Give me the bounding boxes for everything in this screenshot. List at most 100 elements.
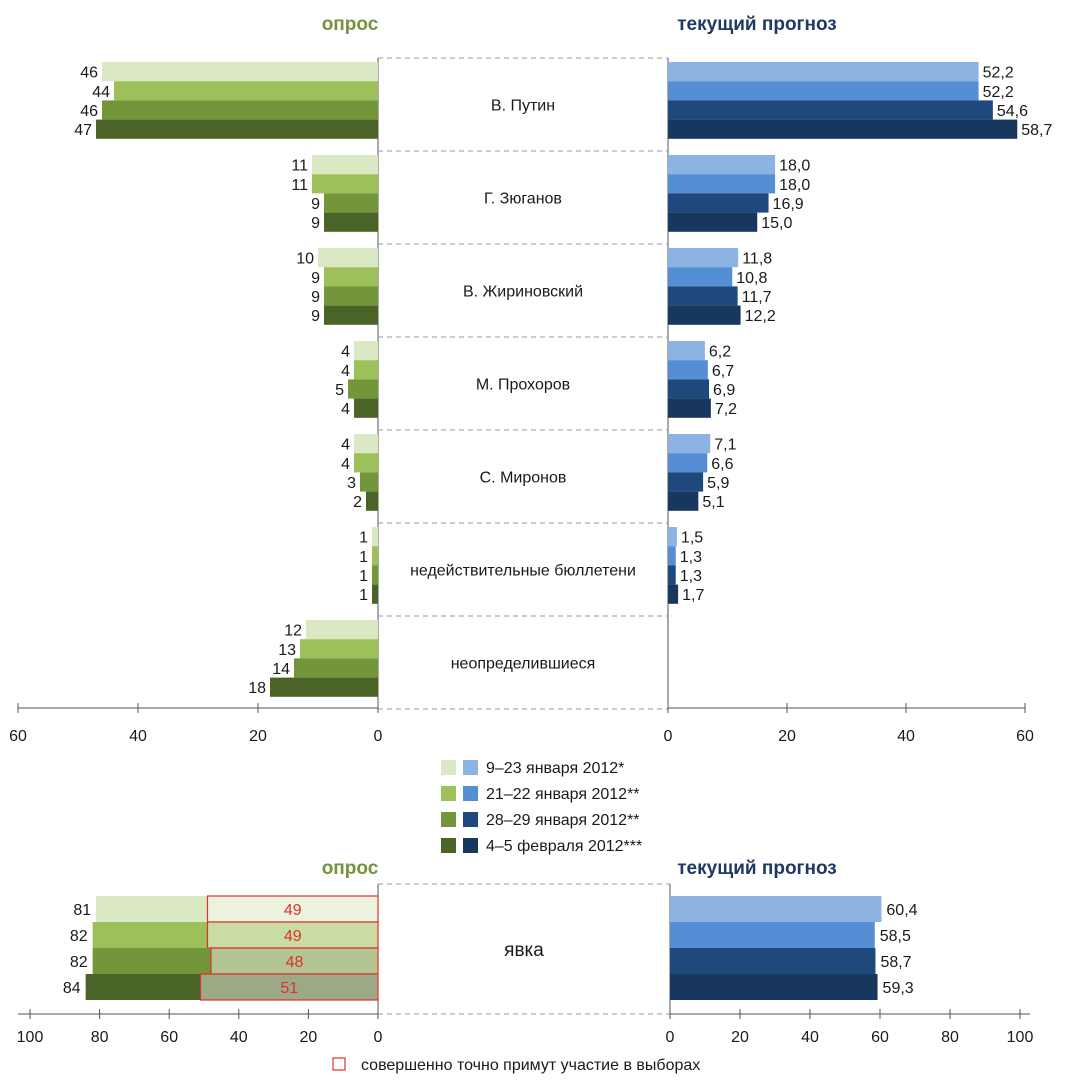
turnout-definitely-label: 51 [280,980,298,997]
forecast-bar [668,379,710,399]
survey-bar [324,212,378,232]
survey-x-tick-label: 60 [9,728,27,745]
forecast-bar-label: 52,2 [983,65,1014,82]
forecast-bar [668,472,704,492]
survey-bar-label: 47 [74,122,92,139]
survey-header-top: опрос [322,14,379,35]
category-label: В. Жириновский [463,284,583,301]
survey-bar-label: 3 [347,475,356,492]
survey-bar [354,453,378,473]
forecast-bar [668,584,679,604]
survey-bar-label: 10 [296,251,314,268]
forecast-x-tick-label: 40 [897,728,915,745]
survey-bar [96,119,378,139]
forecast-bar-label: 1,5 [681,530,703,547]
survey-bar-label: 1 [359,549,368,566]
survey-bar [372,546,378,566]
forecast-bar [668,491,699,511]
forecast-bar [668,267,733,287]
turnout-survey-bar [92,948,378,974]
category-label: Г. Зюганов [484,191,562,208]
forecast-bar-label: 1,7 [682,587,704,604]
survey-bar-label: 4 [341,401,350,418]
forecast-header-bottom: текущий прогноз [677,858,837,879]
turnout-survey-bar-label: 82 [70,954,88,971]
survey-x-tick-label: 40 [129,728,147,745]
legend-swatch-survey [441,786,456,801]
survey-bar [312,155,378,175]
forecast-bar [668,565,676,585]
forecast-bar-label: 1,3 [680,549,702,566]
forecast-bar [668,434,711,454]
turnout-forecast-tick-label: 0 [666,1029,675,1046]
forecast-bar [668,81,979,101]
forecast-bar [668,155,776,175]
turnout-survey-bar [85,974,379,1000]
survey-bar [354,398,378,418]
category-label: неопределившиеся [451,656,596,673]
turnout-forecast-tick-label: 80 [941,1029,959,1046]
category-label: недействительные бюллетени [410,563,636,580]
survey-bar-label: 9 [311,308,320,325]
forecast-bar-label: 52,2 [983,84,1014,101]
forecast-bar-label: 7,2 [715,401,737,418]
legend: 9–23 января 2012* 21–22 января 2012** 28–2… [332,760,700,1074]
turnout-definitely-bar [210,947,379,975]
legend-swatch-forecast [463,838,478,853]
survey-bar [114,81,378,101]
forecast-bar-label: 18,0 [779,158,810,175]
survey-bar-label: 4 [341,363,350,380]
forecast-bar [668,341,705,361]
legend-item-label: 28–29 января 2012** [486,812,640,829]
turnout-forecast-bar [670,948,876,974]
forecast-bar [668,174,776,194]
forecast-bar-label: 15,0 [761,215,792,232]
survey-bar [348,379,378,399]
forecast-x-tick-label: 20 [778,728,796,745]
category-label: В. Путин [491,98,555,115]
forecast-bar-label: 6,9 [713,382,735,399]
forecast-bar [668,546,676,566]
turnout-survey-tick-label: 100 [17,1029,44,1046]
legend-swatch-survey [441,812,456,827]
survey-bar-label: 18 [248,680,266,697]
survey-bar [324,267,378,287]
survey-bar-label: 13 [278,642,296,659]
turnout-forecast-tick-label: 40 [801,1029,819,1046]
turnout-forecast-bar-label: 58,7 [880,954,911,971]
survey-bar-label: 1 [359,530,368,547]
turnout-survey-bar [92,922,378,948]
forecast-bar [668,398,711,418]
survey-bar-label: 4 [341,344,350,361]
survey-x-tick-label: 20 [249,728,267,745]
turnout-survey-bar [96,896,379,922]
turnout-definitely-label: 49 [284,902,302,919]
survey-bar [306,620,378,640]
turnout-forecast-bar-label: 59,3 [883,980,914,997]
survey-bar [354,434,378,454]
survey-bar-label: 9 [311,215,320,232]
survey-bar-label: 9 [311,289,320,306]
forecast-bar [668,286,738,306]
survey-bar [300,639,378,659]
forecast-x-tick-label: 60 [1016,728,1034,745]
survey-header-bottom: опрос [322,858,379,879]
category-label: С. Миронов [480,470,567,487]
survey-bar-label: 11 [291,158,308,175]
survey-bar-label: 9 [311,270,320,287]
forecast-bar [668,248,739,268]
turnout-definitely-bar [206,921,379,949]
legend-item-label: 21–22 января 2012** [486,786,640,803]
legend-swatch-survey [441,760,456,775]
survey-bar [102,100,378,120]
survey-x-tick-label: 0 [374,728,383,745]
forecast-bar-label: 5,1 [702,494,724,511]
turnout-forecast-bar [670,922,875,948]
forecast-bar-label: 11,7 [742,289,772,306]
forecast-bar-label: 11,8 [742,251,772,268]
survey-bar-label: 4 [341,437,350,454]
note-swatch [332,1057,346,1071]
survey-bar [312,174,378,194]
